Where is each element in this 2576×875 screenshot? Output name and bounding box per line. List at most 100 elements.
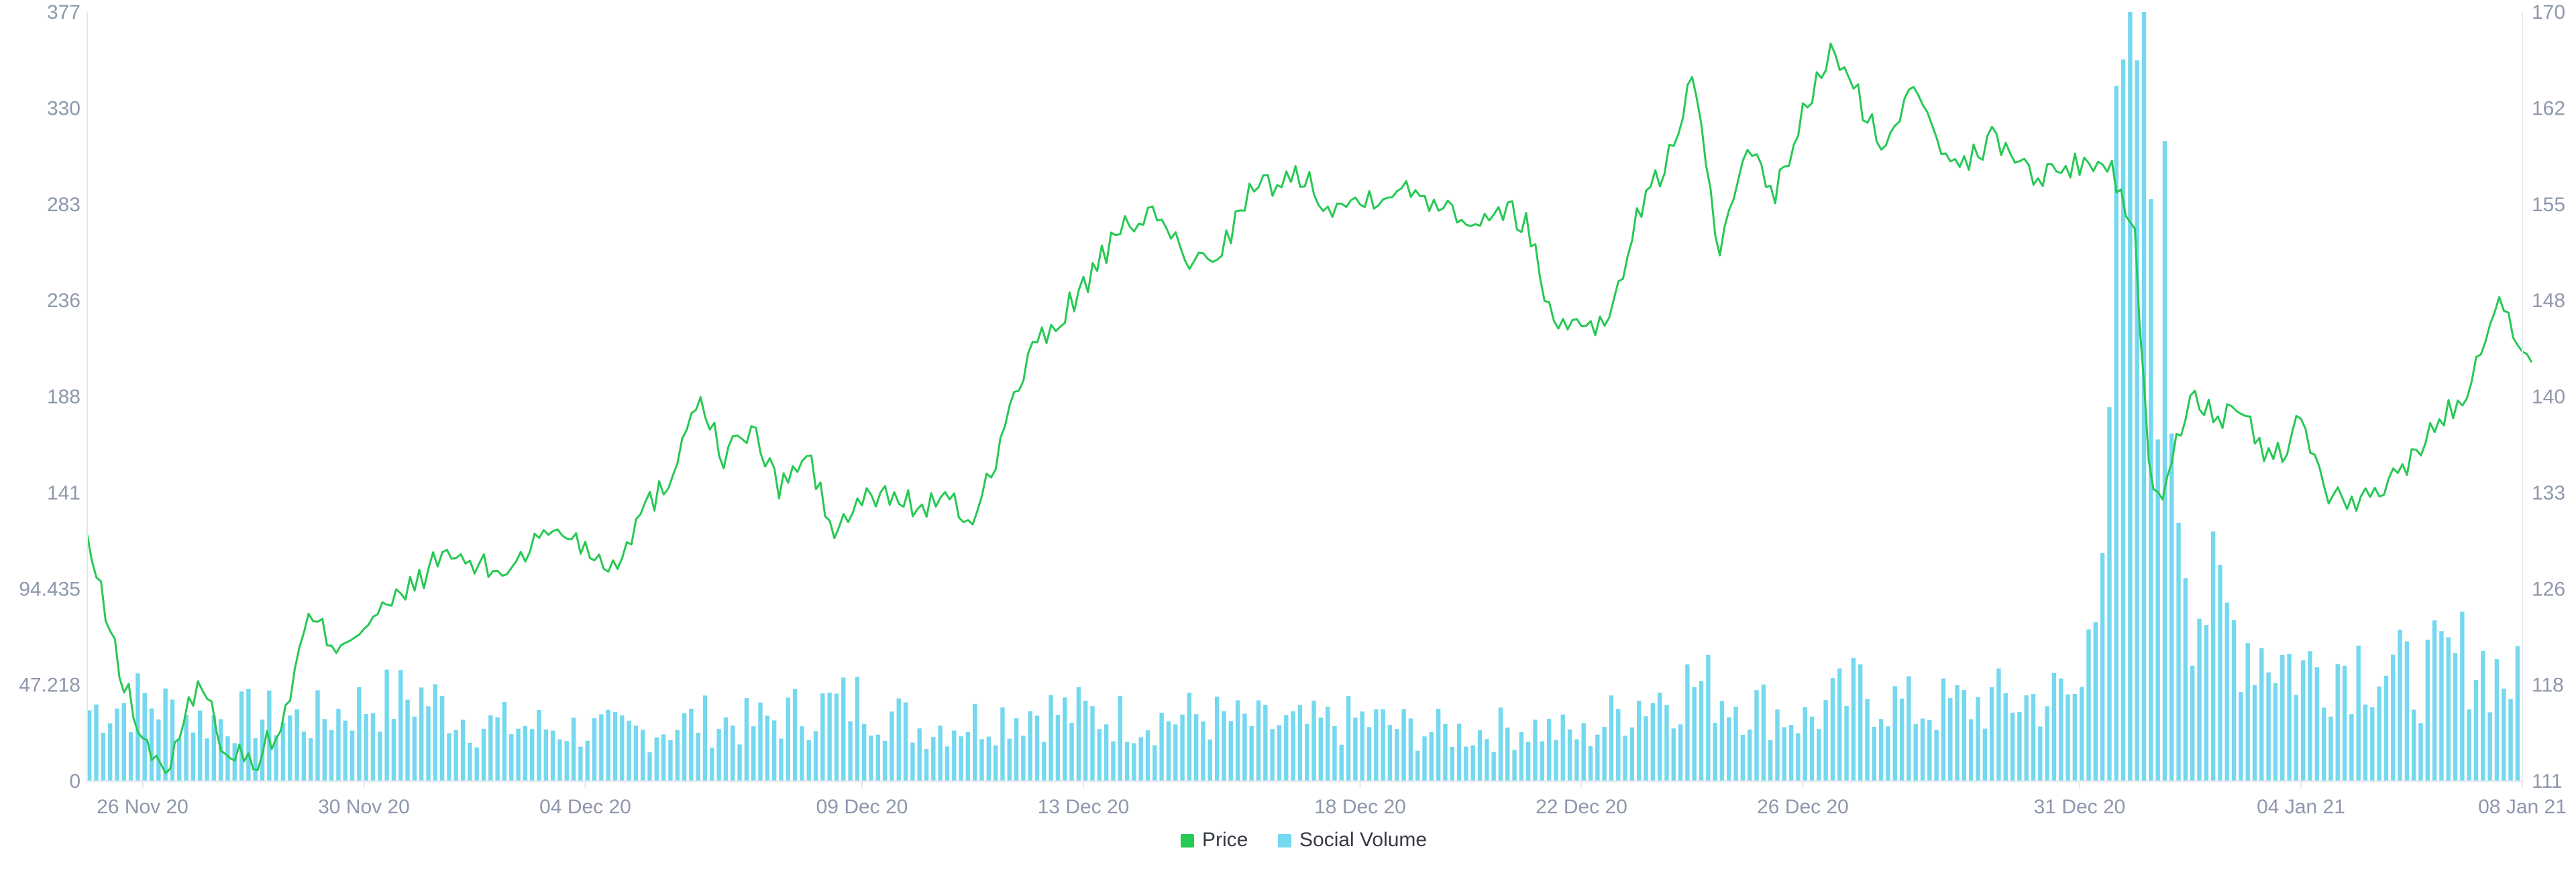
social-volume-bar[interactable] [1415, 750, 1420, 781]
social-volume-bar[interactable] [1623, 736, 1627, 781]
social-volume-bar[interactable] [945, 746, 950, 781]
social-volume-bar[interactable] [2155, 439, 2160, 781]
social-volume-bar[interactable] [1339, 744, 1344, 781]
social-volume-bar[interactable] [1297, 705, 1303, 781]
social-volume-bar[interactable] [2266, 672, 2271, 781]
social-volume-bar[interactable] [1837, 668, 1842, 781]
social-volume-bar[interactable] [336, 709, 341, 781]
social-volume-bar[interactable] [115, 708, 119, 781]
social-volume-bar[interactable] [675, 730, 680, 781]
social-volume-bar[interactable] [1111, 741, 1116, 781]
social-volume-bar[interactable] [1132, 743, 1136, 781]
social-volume-bar[interactable] [447, 733, 451, 781]
social-volume-bar[interactable] [1727, 717, 1731, 781]
legend-swatch-social-volume[interactable] [1278, 834, 1291, 848]
social-volume-bar[interactable] [2149, 198, 2153, 782]
social-volume-bar[interactable] [1450, 746, 1454, 781]
social-volume-bar[interactable] [1733, 706, 1738, 781]
social-volume-bar[interactable] [2038, 726, 2043, 781]
social-volume-bar[interactable] [2239, 692, 2243, 781]
social-volume-bar[interactable] [855, 677, 860, 781]
social-volume-bar[interactable] [2031, 694, 2036, 781]
social-volume-bar[interactable] [1713, 723, 1717, 781]
social-volume-bar[interactable] [1782, 727, 1786, 781]
social-volume-bar[interactable] [2404, 641, 2410, 781]
social-volume-bar[interactable] [1671, 728, 1676, 781]
social-volume-bar[interactable] [1069, 722, 1074, 781]
social-volume-bar[interactable] [1844, 705, 1849, 781]
social-volume-bar[interactable] [474, 747, 479, 781]
social-volume-bar[interactable] [1788, 725, 1794, 781]
social-volume-bar[interactable] [682, 713, 687, 781]
social-volume-bar[interactable] [952, 730, 957, 781]
social-volume-bar[interactable] [2259, 648, 2264, 781]
social-volume-bar[interactable] [2051, 673, 2057, 781]
social-volume-bar[interactable] [2383, 675, 2389, 781]
social-volume-bar[interactable] [1796, 733, 1801, 781]
social-volume-bar[interactable] [931, 737, 936, 781]
social-volume-bar[interactable] [2439, 631, 2444, 781]
social-volume-bar[interactable] [737, 744, 742, 781]
social-volume-bar[interactable] [2308, 651, 2312, 781]
social-volume-bar[interactable] [280, 722, 286, 781]
social-volume-bar[interactable] [2245, 643, 2250, 781]
social-volume-bar[interactable] [751, 726, 756, 781]
social-volume-bar[interactable] [1076, 687, 1081, 781]
social-volume-bar[interactable] [599, 714, 604, 781]
social-volume-bar[interactable] [744, 698, 749, 781]
social-volume-bar[interactable] [1249, 725, 1254, 781]
social-volume-bar[interactable] [2418, 723, 2423, 781]
social-volume-bar[interactable] [1034, 715, 1040, 781]
social-volume-bar[interactable] [1235, 700, 1240, 781]
social-volume-bar[interactable] [1395, 729, 1399, 781]
social-volume-bar[interactable] [1464, 746, 1468, 781]
social-volume-bar[interactable] [585, 740, 590, 781]
social-volume-bar[interactable] [633, 725, 639, 781]
social-volume-bar[interactable] [1436, 709, 1441, 781]
social-volume-bar[interactable] [1291, 711, 1295, 781]
social-volume-bar[interactable] [2287, 654, 2292, 781]
social-volume-bar[interactable] [1166, 721, 1171, 781]
social-volume-bar[interactable] [1270, 729, 1275, 781]
social-volume-bar[interactable] [1588, 746, 1593, 781]
social-volume-bar[interactable] [2335, 664, 2340, 781]
social-volume-bar[interactable] [1152, 745, 1157, 781]
social-volume-bar[interactable] [875, 734, 881, 781]
social-volume-bar[interactable] [606, 709, 610, 781]
social-volume-bar[interactable] [564, 741, 569, 781]
social-volume-bar[interactable] [2494, 659, 2500, 781]
social-volume-bar[interactable] [1346, 696, 1351, 781]
social-volume-bar[interactable] [2425, 640, 2430, 781]
legend-swatch-price[interactable] [1181, 834, 1194, 848]
social-volume-bar[interactable] [1761, 684, 1766, 781]
social-volume-bar[interactable] [800, 726, 804, 781]
social-volume-bar[interactable] [1567, 729, 1572, 781]
social-volume-bar[interactable] [820, 693, 825, 781]
social-volume-bar[interactable] [1595, 734, 1600, 781]
social-volume-bar[interactable] [1907, 676, 1911, 781]
social-volume-bar[interactable] [2017, 711, 2022, 781]
social-volume-bar[interactable] [1768, 740, 1773, 781]
social-volume-bar[interactable] [350, 730, 355, 781]
social-volume-bar[interactable] [1719, 701, 1725, 781]
social-volume-bar[interactable] [343, 720, 347, 781]
social-volume-bar[interactable] [882, 740, 888, 781]
social-volume-bar[interactable] [495, 717, 500, 781]
social-volume-bar[interactable] [357, 687, 362, 781]
social-volume-bar[interactable] [1706, 654, 1711, 781]
social-volume-bar[interactable] [1083, 700, 1088, 781]
social-volume-bar[interactable] [198, 710, 203, 781]
social-volume-bar[interactable] [2481, 651, 2485, 781]
social-volume-bar[interactable] [890, 711, 894, 781]
social-volume-bar[interactable] [765, 715, 770, 781]
social-volume-bar[interactable] [1637, 700, 1642, 781]
social-volume-bar[interactable] [1989, 687, 1994, 781]
legend-label-price[interactable]: Price [1202, 829, 1248, 851]
social-volume-bar[interactable] [592, 718, 597, 781]
social-volume-bar[interactable] [1540, 741, 1545, 781]
social-volume-bar[interactable] [211, 715, 217, 781]
social-volume-bar[interactable] [232, 743, 237, 781]
social-volume-bar[interactable] [1118, 695, 1122, 781]
social-volume-bar[interactable] [1374, 709, 1379, 781]
social-volume-bar[interactable] [2508, 699, 2513, 781]
